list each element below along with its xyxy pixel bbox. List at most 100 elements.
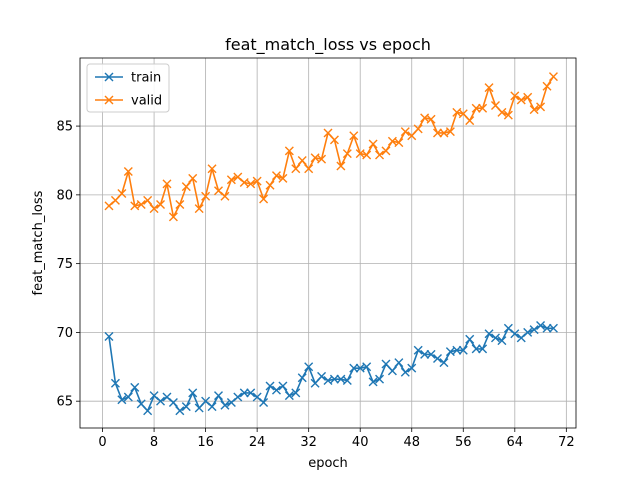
legend-label-train: train [131,71,161,86]
data-point-valid [523,92,533,102]
x-axis-label: epoch [308,456,348,471]
legend-item-valid: valid [95,94,162,109]
x-tick-label: 0 [98,435,106,450]
data-point-valid [297,155,307,165]
data-point-valid [246,179,256,189]
y-tick-label: 65 [56,395,73,410]
data-point-valid [394,138,404,148]
data-point-valid [194,204,204,214]
data-point-valid [536,102,546,112]
data-point-valid [291,164,301,174]
series-layer [104,72,558,416]
data-point-train [484,329,494,339]
y-tick-label: 70 [56,326,73,341]
data-point-train [523,327,533,337]
data-point-train [548,323,558,333]
data-point-valid [123,166,133,176]
data-point-valid [465,116,475,126]
data-point-train [271,385,281,395]
data-point-train [387,366,397,376]
chart-title: feat_match_loss vs epoch [225,35,431,55]
data-point-train [110,378,120,388]
data-point-valid [317,154,327,164]
data-point-valid [143,195,153,205]
data-point-train [239,388,249,398]
data-point-train [342,376,352,386]
data-point-train [465,334,475,344]
data-point-train [400,367,410,377]
data-point-train [143,406,153,416]
data-point-valid [149,204,159,214]
data-point-valid [284,146,294,156]
data-point-valid [265,180,275,190]
data-point-train [233,392,243,402]
data-point-train [317,371,327,381]
x-tick-label: 32 [300,435,317,450]
data-point-valid [188,173,198,183]
data-point-train [175,406,185,416]
data-point-train [291,388,301,398]
data-point-valid [400,127,410,137]
data-point-valid [220,191,230,201]
data-point-train [304,362,314,372]
data-point-valid [478,103,488,113]
data-point-train [529,325,539,335]
data-point-valid [471,103,481,113]
data-point-valid [342,149,352,159]
y-tick-label: 75 [56,257,73,272]
data-point-valid [162,179,172,189]
data-point-valid [368,139,378,149]
data-point-train [458,345,468,355]
data-point-train [478,344,488,354]
data-point-valid [304,164,314,174]
data-point-train [413,345,423,355]
data-point-train [420,349,430,359]
y-tick-label: 80 [56,188,73,203]
x-tick-label: 8 [150,435,158,450]
data-point-train [407,363,417,373]
data-point-valid [426,114,436,124]
data-point-valid [207,164,217,174]
data-point-train [349,363,359,373]
x-tick-label: 16 [197,435,214,450]
legend-item-train: train [95,71,161,86]
data-point-train [213,391,223,401]
data-point-train [130,382,140,392]
axis-ticks: 0 8 16 24 32 40 48 56 64 72 65 70 75 80 85 [56,120,574,450]
data-point-valid [529,105,539,115]
data-point-train [510,329,520,339]
data-point-train [156,396,166,406]
data-point-train [497,336,507,346]
series-valid [104,72,558,222]
data-point-train [207,402,217,412]
data-point-valid [548,72,558,82]
data-point-valid [503,110,513,120]
data-point-train [246,388,256,398]
data-point-valid [278,173,288,183]
data-point-valid [484,83,494,93]
data-point-valid [497,107,507,117]
legend-marker-train [104,72,114,82]
data-point-valid [413,124,423,134]
data-point-valid [252,176,262,186]
data-point-train [329,374,339,384]
data-point-train [362,362,372,372]
data-point-train [220,400,230,410]
data-point-train [433,354,443,364]
x-tick-label: 56 [455,435,472,450]
data-point-train [426,349,436,359]
data-point-train [117,395,127,405]
data-point-train [439,358,449,368]
data-point-train [490,333,500,343]
data-point-valid [175,199,185,209]
data-point-train [278,381,288,391]
data-point-valid [329,135,339,145]
series-line-train [108,324,554,412]
data-point-train [168,398,178,408]
grid [80,58,576,428]
data-point-train [265,381,275,391]
data-point-train [542,323,552,333]
data-point-valid [156,199,166,209]
